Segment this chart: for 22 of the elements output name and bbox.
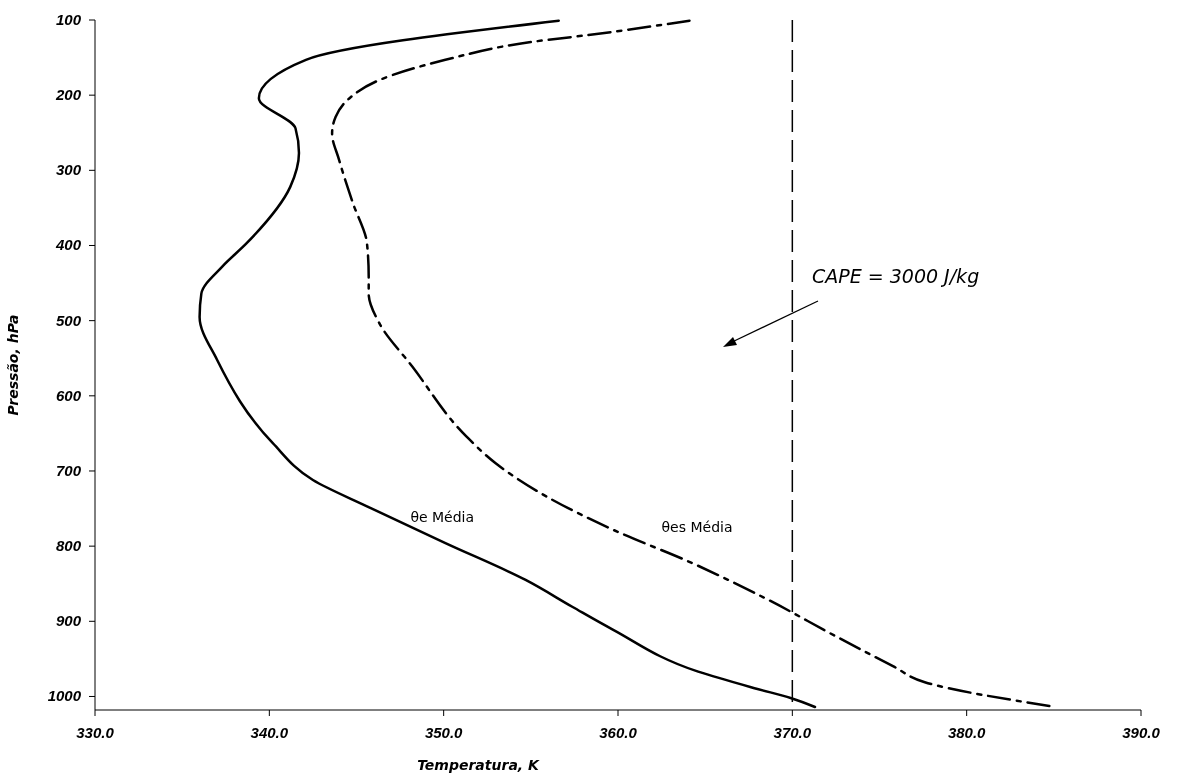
- x-tick-label: 330.0: [76, 724, 115, 741]
- y-tick-label: 100: [55, 11, 82, 28]
- y-tick-label: 1000: [47, 687, 82, 705]
- x-tick-label: 350.0: [424, 724, 464, 741]
- x-tick-label: 390.0: [1122, 724, 1161, 741]
- annotation: CAPE = 3000 J/kg: [812, 265, 980, 287]
- series-label: θes Média: [661, 518, 733, 535]
- x-tick-label: 360.0: [599, 724, 638, 741]
- y-tick-label: 800: [55, 537, 82, 555]
- y-tick-label: 500: [55, 311, 82, 329]
- x-axis-title: Temperatura, K: [417, 757, 541, 773]
- y-tick-label: 600: [55, 386, 82, 404]
- y-tick-label: 700: [55, 461, 82, 479]
- y-axis-title: Pressão, hPa: [5, 314, 21, 416]
- y-tick-label: 300: [55, 161, 82, 179]
- y-tick-label: 900: [55, 612, 82, 630]
- y-tick-label: 200: [54, 86, 82, 104]
- y-tick-label: 400: [54, 236, 82, 254]
- x-tick-label: 370.0: [773, 724, 812, 741]
- x-tick-label: 380.0: [947, 724, 987, 741]
- series-label: θe Média: [410, 509, 475, 526]
- x-tick-label: 340.0: [250, 724, 289, 741]
